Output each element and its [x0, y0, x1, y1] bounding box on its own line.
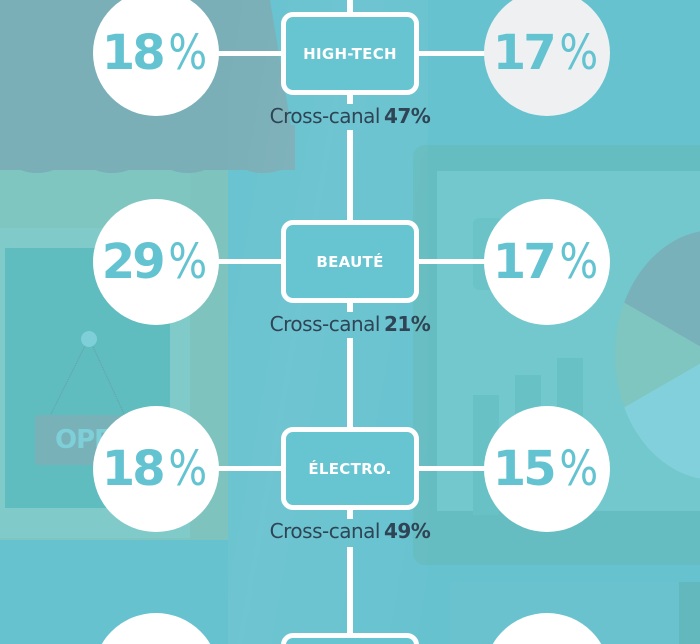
cross-canal-value: 21% — [383, 312, 431, 336]
stat-value: 18 — [101, 441, 166, 497]
awning-scallops-icon — [0, 125, 295, 173]
connector-line — [215, 51, 285, 56]
connector-line — [215, 259, 285, 264]
cross-canal-text: Cross-canal — [269, 312, 381, 336]
connector-line — [415, 51, 487, 56]
percent-sign: % — [168, 441, 207, 497]
stat-circle-right: 17% — [484, 199, 610, 325]
spine-line — [347, 507, 353, 519]
sign-pin-icon — [81, 331, 97, 347]
category-label: BEAUTÉ — [316, 252, 384, 271]
cross-canal-text: Cross-canal — [269, 519, 381, 543]
category-box-beaute: BEAUTÉ — [281, 220, 419, 303]
category-box-high-tech: HIGH-TECH — [281, 12, 419, 95]
spine-line — [347, 0, 353, 15]
light-beam — [228, 0, 428, 644]
percent-sign: % — [559, 25, 598, 81]
cross-canal-value: 49% — [383, 519, 431, 543]
cross-canal-label: Cross-canal 49% — [200, 519, 500, 543]
stat-value: 15 — [492, 441, 557, 497]
cross-canal-value: 47% — [383, 104, 431, 128]
connector-line — [415, 259, 487, 264]
stat-circle-left: 29% — [93, 199, 219, 325]
stat-value: 17 — [492, 234, 557, 290]
connector-line — [415, 466, 487, 471]
desk-edge — [679, 582, 700, 644]
percent-sign: % — [559, 441, 598, 497]
cross-canal-label: Cross-canal 21% — [200, 312, 500, 336]
connector-line — [215, 466, 285, 471]
category-label: HIGH-TECH — [303, 44, 397, 63]
percent-sign: % — [168, 234, 207, 290]
category-box — [281, 633, 419, 644]
category-box-electro: ÉLECTRO. — [281, 427, 419, 510]
stat-circle-right: 17% — [484, 0, 610, 116]
stat-value: 29 — [101, 234, 166, 290]
stat-circle-left: 18% — [93, 0, 219, 116]
spine-line — [347, 547, 353, 637]
stat-circle-left: 18% — [93, 406, 219, 532]
stat-value: 17 — [492, 25, 557, 81]
category-label: ÉLECTRO. — [308, 459, 392, 478]
sign-strings-icon — [49, 337, 126, 417]
cross-canal-text: Cross-canal — [269, 104, 381, 128]
percent-sign: % — [168, 25, 207, 81]
spine-line — [347, 300, 353, 312]
spine-line — [347, 130, 353, 223]
spine-line — [347, 338, 353, 430]
spine-line — [347, 92, 353, 104]
stat-value: 18 — [101, 25, 166, 81]
cross-canal-label: Cross-canal 47% — [200, 104, 500, 128]
percent-sign: % — [559, 234, 598, 290]
stat-circle-right: 15% — [484, 406, 610, 532]
